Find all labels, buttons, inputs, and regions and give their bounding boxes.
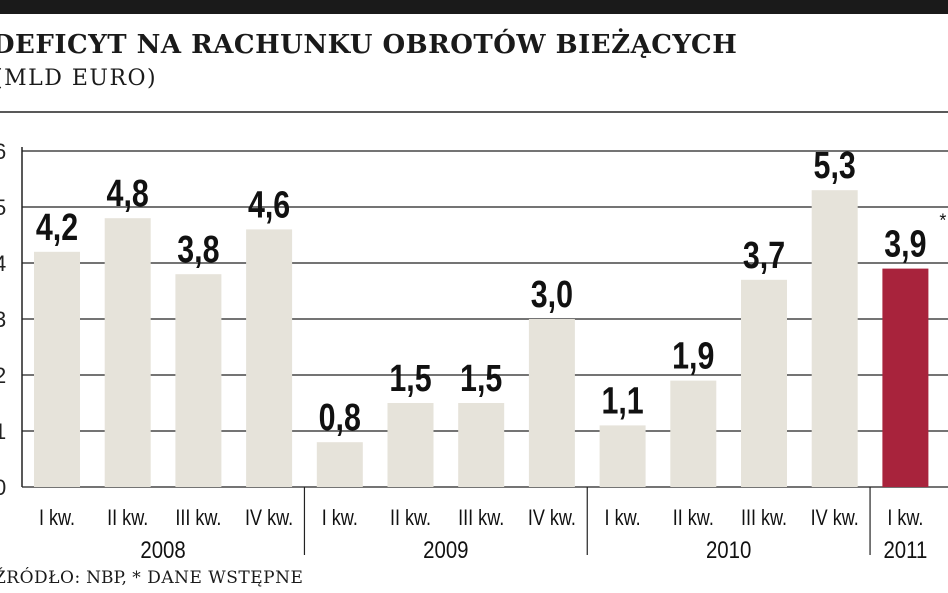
bar [175,274,222,487]
value-label: 3,8 [177,229,219,271]
source-label: ŹRÓDŁO: [0,568,81,588]
quarter-label: II kw. [107,506,148,530]
bar [741,279,787,487]
quarter-label: II kw. [390,506,431,530]
quarter-label: IV kw. [245,506,293,530]
quarter-label: II kw. [673,506,714,530]
y-tick-label: 0 [0,475,6,500]
quarter-label: I kw. [887,506,923,530]
bar [599,425,646,487]
chart-subtitle: (MLD EURO) [0,66,158,91]
quarter-label: III kw. [741,506,787,530]
value-label: 1,1 [601,380,643,422]
bar [104,218,151,487]
footnote-star: * [939,211,946,231]
value-label: 4,2 [36,207,78,249]
bar [387,403,434,487]
quarter-label: I kw. [322,506,358,530]
y-tick-label: 1 [0,419,6,444]
quarter-label: I kw. [605,506,641,530]
value-label: 5,3 [814,145,856,187]
value-label: 4,8 [107,173,149,215]
year-label: 2011 [883,536,927,563]
y-tick-label: 2 [0,363,6,388]
value-label: 0,8 [319,397,361,439]
source-value: NBP, [86,568,127,588]
y-tick-label: 6 [0,139,6,164]
top-bar [0,0,948,14]
value-label: 3,9 [884,223,926,265]
bar [34,251,80,487]
source-footnote: * DANE WSTĘPNE [132,568,304,588]
bar [670,380,717,487]
year-label: 2010 [706,536,751,563]
quarter-label: I kw. [39,506,75,530]
bar [528,319,575,487]
value-label: 1,5 [389,358,431,400]
quarter-label: III kw. [458,506,504,530]
y-tick-label: 5 [0,195,6,220]
bar [811,190,858,487]
year-label: 2009 [423,536,468,563]
chart-title: DEFICYT NA RACHUNKU OBROTÓW BIEŻĄCYCH [0,30,738,60]
source-note: ŹRÓDŁO: NBP, * DANE WSTĘPNE [0,568,303,588]
bar [316,442,363,487]
bar [458,403,505,487]
value-label: 3,0 [531,274,573,316]
bar [246,229,293,487]
y-tick-label: 3 [0,307,6,332]
quarter-label: IV kw. [811,506,859,530]
value-label: 1,9 [672,335,714,377]
bar [882,268,929,487]
quarter-label: IV kw. [528,506,576,530]
y-tick-label: 4 [0,251,6,276]
value-label: 1,5 [460,358,502,400]
value-label: 4,6 [248,184,290,226]
quarter-label: III kw. [175,506,221,530]
year-label: 2008 [140,536,185,563]
value-label: 3,7 [743,235,785,277]
